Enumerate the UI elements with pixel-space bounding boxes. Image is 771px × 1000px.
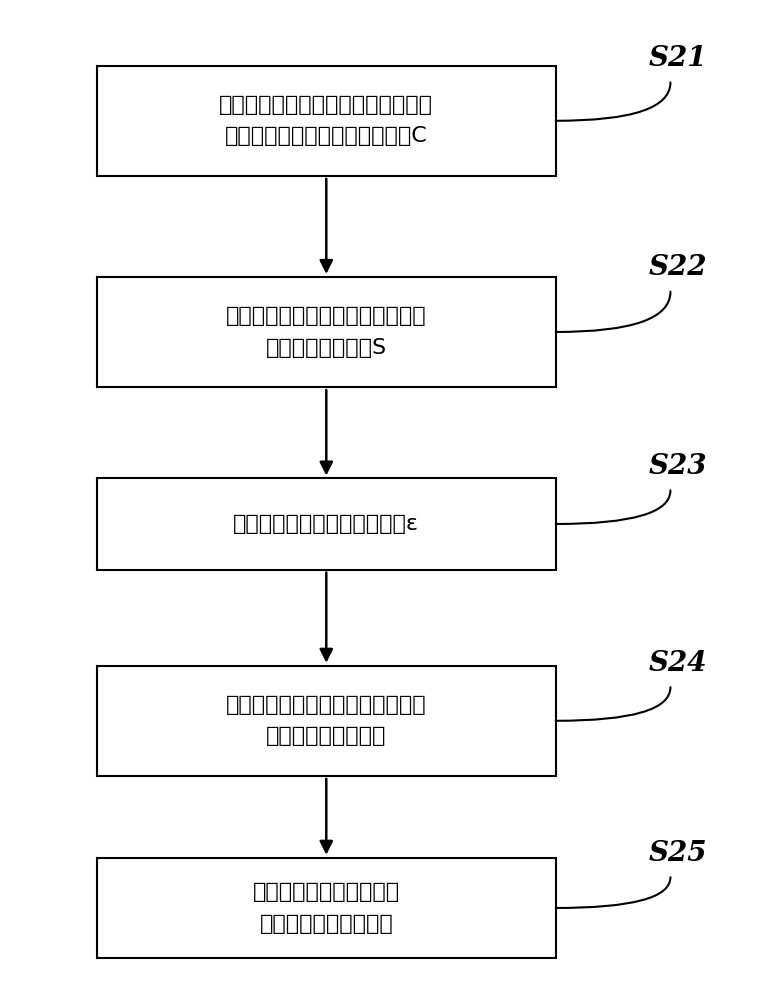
Text: S21: S21 [648,45,707,72]
Text: S25: S25 [648,840,707,867]
Text: 测量所述液晶盒中每个像素单元的阵
列基板和彩膜基板之间的电容值C: 测量所述液晶盒中每个像素单元的阵 列基板和彩膜基板之间的电容值C [219,95,433,146]
Text: S24: S24 [648,650,707,677]
FancyBboxPatch shape [97,478,556,570]
FancyBboxPatch shape [97,858,556,958]
Text: 获取每个像素单元的阵列基板和彩
膜基板正对的面积S: 获取每个像素单元的阵列基板和彩 膜基板正对的面积S [226,306,426,358]
Text: 将距离值与阈值进行比较
以确定液晶盒是否异常: 将距离值与阈值进行比较 以确定液晶盒是否异常 [253,882,400,934]
Text: S22: S22 [648,254,707,281]
Text: 计算每个像素单元的阵列基板和彩
膜基板之间的距离值: 计算每个像素单元的阵列基板和彩 膜基板之间的距离值 [226,695,426,746]
FancyBboxPatch shape [97,277,556,387]
Text: 获取所述液晶材料的介电常数ε: 获取所述液晶材料的介电常数ε [234,514,419,534]
FancyBboxPatch shape [97,66,556,176]
Text: S23: S23 [648,453,707,480]
FancyBboxPatch shape [97,666,556,776]
